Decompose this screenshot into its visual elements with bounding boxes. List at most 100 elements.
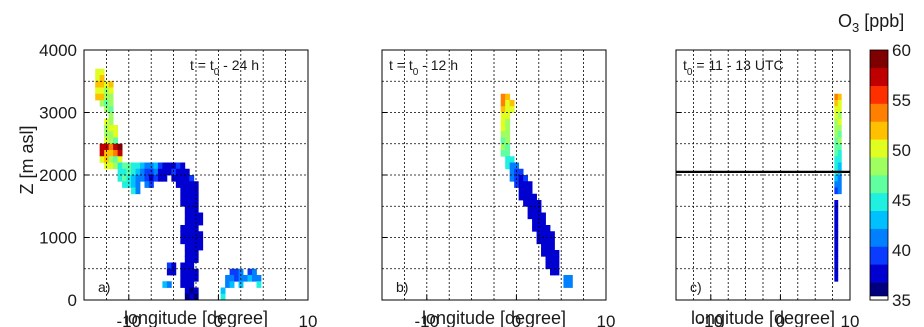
ozone-cell — [193, 193, 199, 201]
ozone-cell — [180, 237, 186, 245]
colorbar-segment — [870, 192, 888, 212]
ozone-cell — [834, 118, 839, 126]
ozone-cell — [198, 243, 204, 251]
grid-panel-2 — [382, 50, 606, 300]
ozone-cell — [532, 218, 537, 226]
panel-label: b) — [396, 279, 408, 295]
ozone-cell — [505, 162, 511, 170]
ozone-cell — [523, 175, 528, 182]
ozone-cell — [135, 168, 141, 176]
ozone-cell — [189, 237, 195, 245]
colorbar-tick-label: 55 — [892, 91, 911, 110]
ozone-cell — [834, 206, 839, 213]
time-label-prefix: t = t — [389, 57, 413, 73]
ozone-cell — [184, 262, 190, 270]
ozone-cell — [122, 168, 127, 176]
ozone-cell — [541, 243, 546, 251]
ozone-cell — [527, 200, 533, 207]
ozone-cell — [532, 200, 537, 207]
ozone-cell — [500, 93, 506, 101]
ozone-cell — [837, 131, 842, 138]
x-tick-label: 10 — [299, 312, 318, 327]
ozone-cell — [567, 275, 573, 282]
ozone-cell — [166, 268, 172, 276]
ozone-cell — [184, 281, 190, 288]
ozone-cell — [113, 162, 118, 170]
ozone-cell — [834, 256, 839, 263]
ozone-cell — [166, 168, 172, 176]
ozone-cell — [131, 181, 136, 188]
ozone-cell — [131, 168, 136, 176]
ozone-cell — [99, 93, 105, 101]
ozone-cell — [189, 181, 195, 188]
ozone-cell — [198, 212, 204, 220]
ozone-cell — [189, 206, 195, 213]
ozone-cell — [126, 162, 132, 170]
ozone-cell — [834, 162, 839, 170]
ozone-cell — [514, 162, 520, 170]
time-label-suffix: = 11 - 13 UTC — [692, 57, 783, 73]
ozone-cell — [171, 162, 177, 170]
ozone-cell — [144, 175, 150, 182]
ozone-cell — [541, 231, 546, 238]
ozone-cell — [834, 156, 839, 163]
colorbar-tick-label: 60 — [892, 41, 911, 60]
ozone-cell — [532, 225, 537, 232]
colorbar-tick-label: 40 — [892, 241, 911, 260]
ozone-cell — [229, 268, 235, 276]
ozone-cell — [189, 231, 195, 238]
x-tick-label: -10 — [415, 312, 440, 327]
ozone-cell — [229, 275, 235, 282]
ozone-cell — [509, 175, 515, 182]
ozone-cell — [113, 156, 118, 163]
ozone-cell — [837, 175, 842, 182]
ozone-cell — [554, 268, 560, 276]
ozone-cell — [148, 162, 154, 170]
ozone-cell — [523, 200, 528, 207]
ozone-cell — [837, 187, 842, 195]
ozone-cell — [834, 268, 839, 276]
ozone-cell — [162, 162, 168, 170]
ozone-cell — [500, 112, 506, 120]
ozone-cell — [108, 100, 114, 107]
ozone-cell — [180, 225, 186, 232]
ozone-cell — [122, 162, 127, 170]
ozone-cell — [148, 168, 154, 176]
ozone-cell — [171, 268, 177, 276]
ozone-cell — [837, 118, 842, 126]
ozone-cell — [184, 218, 190, 226]
ozone-cell — [135, 162, 141, 170]
ozone-cell — [193, 237, 199, 245]
ozone-cell — [144, 162, 150, 170]
ozone-cell — [180, 262, 186, 270]
ozone-cell — [95, 75, 101, 82]
ozone-cell — [135, 187, 141, 195]
ozone-cell — [247, 268, 253, 276]
ozone-cell — [532, 193, 537, 201]
colorbar-segment — [870, 246, 888, 265]
x-tick-label: -10 — [699, 312, 724, 327]
ozone-cell — [514, 181, 520, 188]
colorbar-segment — [870, 264, 888, 283]
x-tick-label: -10 — [117, 312, 142, 327]
ozone-cell — [189, 262, 195, 270]
ozone-cell — [157, 168, 163, 176]
ozone-cell — [536, 206, 542, 213]
ozone-cell — [193, 225, 199, 232]
ozone-cell — [184, 243, 190, 251]
ozone-cell — [545, 225, 551, 232]
ozone-cell — [113, 137, 118, 145]
ozone-cell — [834, 187, 839, 195]
ozone-cell — [252, 275, 257, 282]
ozone-cell — [220, 293, 226, 301]
ozone-cell — [238, 281, 244, 288]
ozone-cell — [834, 112, 839, 120]
ozone-cell — [140, 175, 145, 182]
ozone-cell — [104, 162, 110, 170]
ozone-cell — [256, 281, 262, 288]
ozone-cell — [523, 181, 528, 188]
ozone-cell — [837, 181, 842, 188]
ozone-cell — [113, 150, 118, 157]
ozone-cell — [189, 287, 195, 295]
ozone-cell — [153, 162, 159, 170]
